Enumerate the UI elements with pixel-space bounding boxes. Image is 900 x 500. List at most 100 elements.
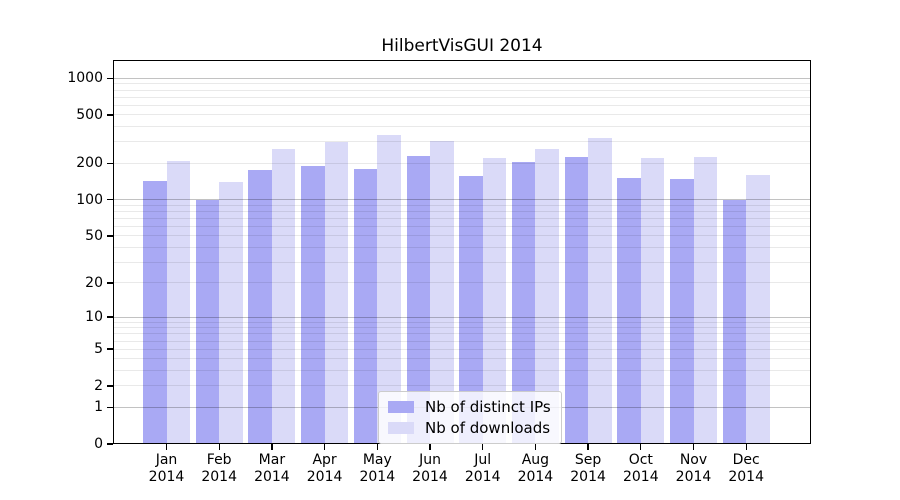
y-label-100: 100 — [76, 191, 103, 208]
x-label-nov: Nov 2014 — [675, 452, 712, 485]
y-label-5: 5 — [94, 341, 103, 358]
gridline-minor-40 — [114, 246, 810, 248]
gridline-minor-800 — [114, 89, 810, 91]
gridline-minor-900 — [114, 83, 810, 85]
bar-distinct-ips-aug — [511, 162, 536, 444]
x-tick-oct — [640, 444, 642, 450]
x-label-aug: Aug 2014 — [517, 452, 554, 485]
y-tick-0 — [107, 443, 113, 445]
gridline-minor-400 — [114, 126, 810, 128]
gridline-minor-200 — [114, 162, 810, 164]
y-tick-2 — [107, 385, 113, 387]
gridline-minor-30 — [114, 261, 810, 263]
bar-downloads-jan — [166, 160, 190, 444]
legend-swatch-distinct-ips — [388, 401, 414, 413]
legend-label-distinct-ips: Nb of distinct IPs — [425, 398, 551, 416]
bar-downloads-jun — [430, 141, 454, 444]
legend-item-distinct-ips: Nb of distinct IPs — [388, 398, 551, 416]
x-tick-aug — [534, 444, 537, 450]
gridline-major-1000 — [114, 77, 810, 79]
legend-swatch-downloads — [388, 422, 414, 434]
gridline-minor-90 — [114, 204, 810, 206]
bar-distinct-ips-may — [353, 168, 378, 444]
bar-downloads-mar — [271, 148, 296, 444]
x-tick-jun — [429, 444, 431, 450]
gridline-minor-20 — [114, 282, 810, 284]
gridline-minor-600 — [114, 104, 810, 106]
bar-distinct-ips-jul — [459, 175, 483, 444]
bar-distinct-ips-jan — [143, 180, 167, 444]
x-label-feb: Feb 2014 — [201, 452, 237, 485]
y-label-20: 20 — [85, 274, 103, 291]
legend: Nb of distinct IPs Nb of downloads — [378, 391, 562, 444]
y-label-200: 200 — [76, 155, 103, 172]
x-tick-sep — [587, 444, 589, 450]
bar-downloads-dec — [746, 175, 770, 444]
bar-downloads-apr — [324, 141, 349, 444]
legend-label-downloads: Nb of downloads — [425, 419, 551, 437]
y-tick-1 — [107, 406, 113, 408]
gridline-minor-9 — [114, 321, 810, 323]
y-tick-200 — [107, 162, 113, 164]
x-tick-may — [376, 444, 378, 450]
gridline-minor-700 — [114, 96, 810, 98]
y-label-1000: 1000 — [67, 70, 103, 87]
bar-distinct-ips-nov — [670, 179, 694, 444]
gridline-minor-2 — [114, 385, 810, 387]
y-label-1: 1 — [94, 399, 103, 416]
x-tick-jul — [482, 444, 484, 450]
gridline-minor-500 — [114, 114, 810, 116]
chart-title: HilbertVisGUI 2014 — [381, 36, 543, 56]
x-tick-apr — [323, 444, 326, 450]
bar-distinct-ips-oct — [617, 178, 641, 444]
bar-downloads-feb — [219, 182, 243, 444]
gridline-minor-5 — [114, 348, 810, 350]
gridline-minor-70 — [114, 217, 810, 219]
bar-downloads-jul — [482, 157, 507, 444]
bar-downloads-sep — [588, 137, 612, 444]
y-tick-100 — [107, 199, 113, 201]
bar-downloads-aug — [535, 149, 559, 444]
y-tick-10 — [107, 316, 113, 318]
bar-downloads-oct — [640, 157, 665, 444]
y-tick-1000 — [107, 77, 113, 79]
x-tick-nov — [692, 444, 695, 450]
y-label-0: 0 — [94, 436, 103, 452]
gridline-minor-300 — [114, 141, 810, 143]
bar-distinct-ips-jun — [406, 155, 430, 444]
x-label-apr: Apr 2014 — [306, 452, 343, 485]
x-label-dec: Dec 2014 — [728, 452, 764, 485]
bar-distinct-ips-feb — [195, 199, 220, 444]
gridline-minor-8 — [114, 327, 810, 329]
bar-distinct-ips-apr — [301, 165, 325, 444]
y-tick-5 — [107, 348, 113, 350]
y-label-500: 500 — [76, 106, 103, 123]
gridline-minor-50 — [114, 235, 810, 237]
gridline-minor-6 — [114, 340, 810, 342]
gridline-major-100 — [114, 199, 810, 201]
bar-distinct-ips-sep — [564, 156, 589, 444]
bar-downloads-may — [377, 134, 401, 444]
x-tick-dec — [745, 444, 747, 450]
y-label-50: 50 — [85, 227, 103, 244]
x-tick-jan — [165, 444, 168, 450]
legend-item-downloads: Nb of downloads — [388, 419, 551, 437]
bar-distinct-ips-mar — [248, 169, 272, 444]
y-label-10: 10 — [85, 309, 103, 326]
bar-distinct-ips-dec — [722, 199, 747, 444]
x-label-sep: Sep 2014 — [570, 452, 606, 485]
bar-downloads-nov — [693, 157, 717, 444]
x-label-jun: Jun 2014 — [412, 452, 448, 485]
y-tick-500 — [107, 114, 113, 116]
y-label-2: 2 — [94, 377, 103, 394]
y-tick-20 — [107, 282, 113, 284]
gridline-minor-60 — [114, 225, 810, 227]
x-label-jul: Jul 2014 — [464, 452, 501, 485]
x-tick-mar — [271, 444, 273, 450]
x-label-mar: Mar 2014 — [254, 452, 290, 485]
gridline-minor-7 — [114, 333, 810, 335]
x-tick-feb — [218, 444, 220, 450]
gridline-minor-4 — [114, 358, 810, 360]
gridline-major-10 — [114, 316, 810, 318]
x-label-may: May 2014 — [359, 452, 396, 485]
